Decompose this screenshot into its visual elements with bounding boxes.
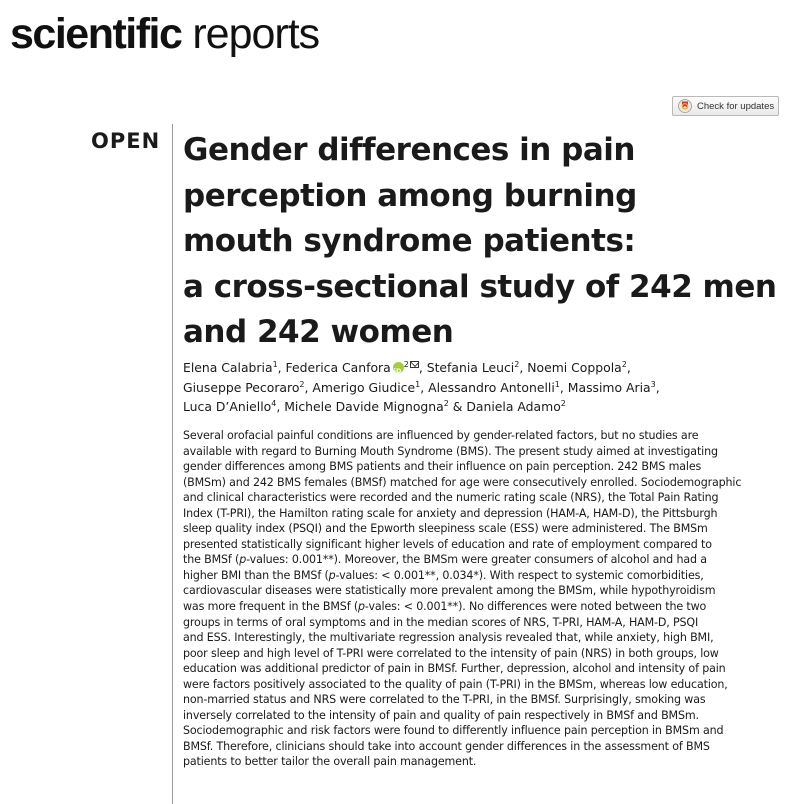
abstract: Several orofacial painful conditions are… [183,428,789,770]
abstract-line: gender differences among BMS patients an… [183,460,702,474]
abstract-line: education was additional predictor of pa… [183,662,726,676]
abstract-line: the BMSf (p-values: 0.001**). Moreover, … [183,553,707,567]
author-link[interactable]: Federica Canfora [285,360,391,375]
abstract-line: and clinical characteristics were record… [183,491,719,505]
author-list: Elena Calabria1, Federica Canfora2, Stef… [183,358,788,417]
abstract-line: inversely correlated to the intensity of… [183,708,699,722]
crossmark-icon [678,99,692,113]
title-line: and 242 women [183,314,454,350]
open-access-label: OPEN [91,129,161,153]
author-line: Giuseppe Pecoraro2, Amerigo Giudice1, Al… [183,379,660,395]
column-divider [172,124,173,804]
abstract-line: poor sleep and high level of T-PRI were … [183,646,719,660]
author-link[interactable]: Daniela Adamo [466,399,561,414]
author-link[interactable]: Amerigo Giudice [312,379,416,395]
author-link[interactable]: Noemi Coppola [527,360,622,375]
abstract-line: groups in terms of oral symptoms and in … [183,615,699,629]
abstract-line: higher BMI than the BMSf (p-values: < 0.… [183,568,704,582]
title-line: perception among burning [183,177,637,214]
journal-name-light: reports [181,10,320,58]
author-line: Elena Calabria1, Federica Canfora2, Stef… [183,358,788,382]
abstract-line: Index (T-PRI), the Hamilton rating scale… [183,506,718,520]
article-title: Gender differences in pain perception am… [183,128,793,356]
abstract-line: were factors positively associated to th… [183,677,728,691]
abstract-line: and ESS. Interestingly, the multivariate… [183,631,714,645]
abstract-line: (BMSm) and 242 BMS females (BMSf) matche… [183,475,742,489]
author-link[interactable]: Giuseppe Pecoraro [183,379,300,395]
journal-name-bold: scientific [10,10,183,58]
orcid-icon[interactable] [392,362,404,382]
abstract-line: Sociodemographic and risk factors were f… [183,724,724,738]
abstract-line: available with regard to Burning Mouth S… [183,444,718,458]
author-link[interactable]: Alessandro Antonelli [428,379,555,395]
author-link[interactable]: Massimo Aria [567,379,651,395]
abstract-line: non-married status and NRS were correlat… [183,693,706,707]
title-line: Gender differences in pain [183,132,635,168]
email-icon[interactable] [409,361,419,368]
author-link[interactable]: Luca D’Aniello [183,399,272,414]
abstract-line: sleep quality index (PSQI) and the Epwor… [183,522,708,536]
abstract-line: was more frequent in the BMSf (p-vales: … [183,600,707,614]
abstract-line: BMSf. Therefore, clinicians should take … [183,739,710,753]
check-for-updates-label: Check for updates [697,100,775,112]
author-line: Luca D’Aniello4, Michele Davide Mignogna… [183,399,566,414]
abstract-line: presented statistically significant high… [183,537,712,551]
author-link[interactable]: Elena Calabria [183,360,273,375]
title-line: a cross-sectional study of 242 men [183,268,777,305]
journal-logo[interactable]: scientific reports [10,8,320,60]
check-for-updates-button[interactable]: Check for updates [672,96,779,116]
author-link[interactable]: Michele Davide Mignogna [284,399,444,414]
abstract-line: Several orofacial painful conditions are… [183,429,699,442]
abstract-line: cardiovascular diseases were statistical… [183,584,716,598]
title-line: mouth syndrome patients: [183,223,636,259]
author-link[interactable]: Stefania Leuci [426,360,515,375]
abstract-line: patients to better tailor the overall pa… [183,755,477,769]
